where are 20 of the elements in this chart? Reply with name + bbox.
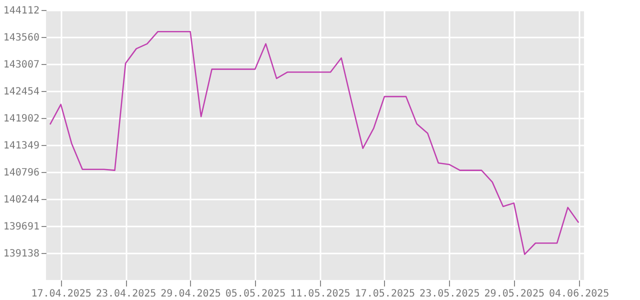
x-tick-label: 11.05.2025: [290, 288, 350, 300]
line-series: [49, 30, 580, 256]
x-tick-label: 23.04.2025: [96, 288, 156, 300]
y-tick-label: 143560: [3, 32, 40, 44]
y-tick-label: 141902: [3, 113, 40, 124]
y-tick-label: 139691: [3, 221, 40, 232]
y-tick-label: 143007: [3, 59, 40, 70]
y-tick-label: 139138: [3, 248, 40, 260]
x-tick-label: 17.05.2025: [354, 288, 416, 300]
x-tick-label: 29.05.2025: [484, 288, 544, 300]
x-tick-label: 29.04.2025: [160, 288, 221, 300]
y-tick-label: 140244: [3, 194, 40, 206]
y-tick-label: 140796: [3, 167, 40, 178]
x-tick-label: 17.04.2025: [31, 288, 92, 300]
x-tick-label: 23.05.2025: [420, 288, 480, 300]
x-tick-label: 05.05.2025: [225, 288, 286, 300]
y-tick-label: 144112: [3, 6, 40, 16]
y-tick-label: 142454: [3, 86, 40, 98]
y-tick-label: 141349: [3, 140, 40, 152]
x-tick-label: 04.06.2025: [548, 288, 610, 300]
